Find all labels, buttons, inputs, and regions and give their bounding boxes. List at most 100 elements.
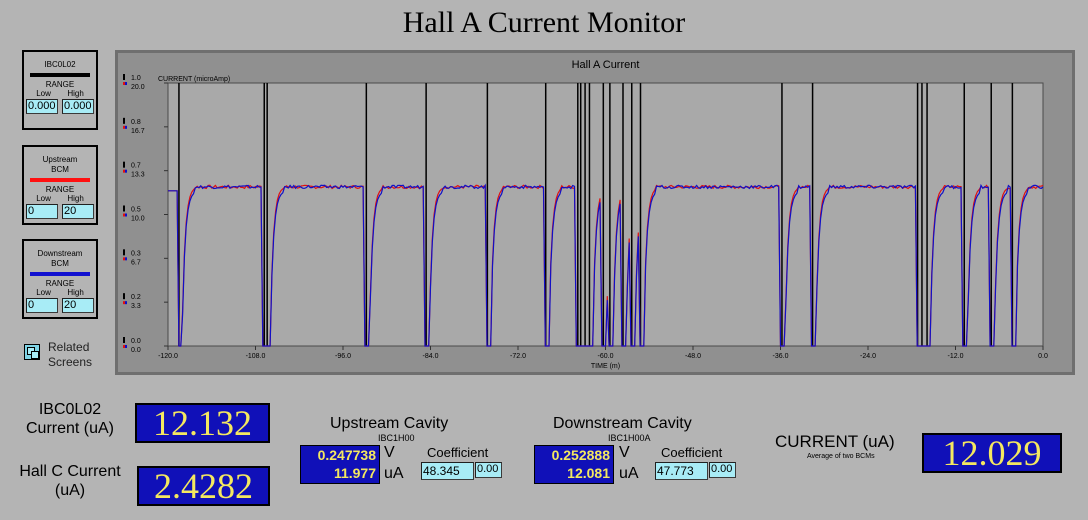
range-low-input[interactable]: 0 — [26, 298, 58, 313]
x-axis-label: TIME (m) — [591, 363, 620, 370]
low-label: Low — [36, 194, 51, 203]
y-tick-label-right: 0.0 — [131, 347, 141, 354]
y-tick-marker-blue — [125, 125, 127, 129]
legend-upstream-bcm: Upstream BCM RANGE Low High 0 20 — [22, 145, 98, 225]
legend-ibc0l02: IBC0L02 RANGE Low High 0.000 0.000 — [22, 50, 98, 130]
y-tick-marker-blue — [125, 169, 127, 173]
page-title: Hall A Current Monitor — [402, 6, 686, 39]
y-tick-marker-blue — [125, 213, 127, 217]
y-tick-label-right: 13.3 — [131, 172, 145, 179]
downstream-readout: 0.252888 12.081 — [534, 445, 614, 484]
y-tick-marker-red — [123, 213, 125, 217]
current-label: CURRENT (uA) — [775, 432, 895, 451]
x-tick-label: -108.0 — [246, 353, 266, 360]
downstream-sub: IBC1H00A — [608, 433, 651, 443]
current-sub: Average of two BCMs — [807, 453, 875, 460]
y-tick-marker-blue — [125, 345, 127, 348]
y-tick-label-right: 3.3 — [131, 303, 141, 310]
legend-name: Upstream BCM — [42, 155, 78, 174]
ibc-current-value: 12.132 — [135, 403, 270, 443]
y-tick-label-left: 1.0 — [131, 75, 141, 82]
plot-area — [167, 82, 1044, 347]
y-tick-marker-red — [123, 169, 125, 173]
series-line-downstream — [168, 183, 1044, 347]
y-tick-label-left: 0.2 — [131, 294, 141, 301]
upstream-coef-input[interactable]: 48.345 — [421, 462, 474, 480]
y-tick-marker-red — [123, 125, 125, 129]
y-tick-label-left: 0.0 — [131, 338, 141, 345]
upstream-offset-input[interactable]: 0.00 — [475, 462, 502, 478]
legend-name: Downstream BCM — [37, 249, 83, 268]
y-tick-marker-blue — [125, 301, 127, 305]
y-tick-label-left: 0.7 — [131, 163, 141, 170]
y-tick-marker-black — [123, 161, 125, 168]
range-high-input[interactable]: 20 — [62, 298, 94, 313]
high-label: High — [67, 288, 84, 297]
x-tick-label: -24.0 — [860, 353, 876, 360]
legend-range-label: RANGE — [45, 185, 75, 194]
upstream-uamps: 11.977 — [333, 465, 376, 481]
current-value: 12.029 — [922, 433, 1062, 473]
chart-svg: Hall A Current CURRENT (microAmp) TIME (m)… — [123, 59, 1048, 370]
legend-color-bar — [30, 272, 90, 276]
y-tick-label-right: 20.0 — [131, 84, 145, 91]
x-tick-label: -48.0 — [685, 353, 701, 360]
downstream-coef-label: Coefficient — [661, 445, 723, 460]
range-high-input[interactable]: 20 — [62, 204, 94, 219]
x-tick-label: -36.0 — [773, 353, 789, 360]
x-tick-label: -84.0 — [423, 353, 439, 360]
low-label: Low — [36, 288, 51, 297]
upstream-volts-unit: V — [384, 444, 395, 461]
y-axis-label: CURRENT (microAmp) — [158, 76, 230, 83]
high-label: High — [67, 89, 84, 98]
y-tick-marker-blue — [125, 257, 127, 261]
legend-range-label: RANGE — [45, 80, 75, 89]
x-tick-label: -72.0 — [510, 353, 526, 360]
downstream-offset-input[interactable]: 0.00 — [709, 462, 736, 478]
downstream-uamps: 12.081 — [567, 465, 610, 481]
downstream-volts: 0.252888 — [551, 447, 610, 463]
range-low-input[interactable]: 0 — [26, 204, 58, 219]
y-tick-marker-red — [123, 257, 125, 261]
related-screens-icon[interactable] — [24, 344, 40, 360]
hallc-current-label: Hall C Current (uA) — [19, 463, 121, 499]
legend-color-bar — [30, 178, 90, 182]
related-screens-label: Related Screens — [48, 340, 93, 369]
upstream-volts: 0.247738 — [317, 447, 376, 463]
y-tick-marker-black — [123, 117, 125, 124]
upstream-title: Upstream Cavity — [330, 415, 449, 432]
hallc-current-value: 2.4282 — [137, 466, 270, 506]
ibc-current-label: IBC0L02 Current (uA) — [25, 401, 115, 437]
upstream-coef-label: Coefficient — [427, 445, 489, 460]
related-screens[interactable]: Related Screens — [24, 340, 98, 370]
range-low-input[interactable]: 0.000 — [26, 99, 58, 114]
y-tick-marker-black — [123, 249, 125, 256]
downstream-title: Downstream Cavity — [553, 415, 692, 432]
y-tick-marker-black — [123, 205, 125, 212]
legend-color-bar — [30, 73, 90, 77]
current-chart: Hall A Current CURRENT (microAmp) TIME (m)… — [115, 50, 1075, 375]
x-tick-label: -120.0 — [158, 353, 178, 360]
downstream-coef-input[interactable]: 47.773 — [655, 462, 708, 480]
y-tick-marker-red — [123, 345, 125, 348]
high-label: High — [67, 194, 84, 203]
range-high-input[interactable]: 0.000 — [62, 99, 94, 114]
x-tick-label: -60.0 — [598, 353, 614, 360]
chart-title: Hall A Current — [572, 59, 640, 71]
downstream-volts-unit: V — [619, 444, 630, 461]
y-tick-marker-black — [123, 337, 125, 343]
y-tick-marker-blue — [125, 82, 127, 85]
x-tick-label: 0.0 — [1038, 353, 1048, 360]
y-tick-marker-red — [123, 301, 125, 305]
y-tick-marker-black — [123, 293, 125, 300]
upstream-sub: IBC1H00 — [378, 433, 415, 443]
upstream-uamps-unit: uA — [384, 465, 404, 482]
y-tick-label-right: 10.0 — [131, 216, 145, 223]
y-tick-label-right: 6.7 — [131, 259, 141, 266]
legend-range-label: RANGE — [45, 279, 75, 288]
low-label: Low — [36, 89, 51, 98]
y-tick-label-left: 0.3 — [131, 250, 141, 257]
legend-downstream-bcm: Downstream BCM RANGE Low High 0 20 — [22, 239, 98, 319]
x-tick-label: -96.0 — [335, 353, 351, 360]
legend-name: IBC0L02 — [44, 60, 76, 69]
